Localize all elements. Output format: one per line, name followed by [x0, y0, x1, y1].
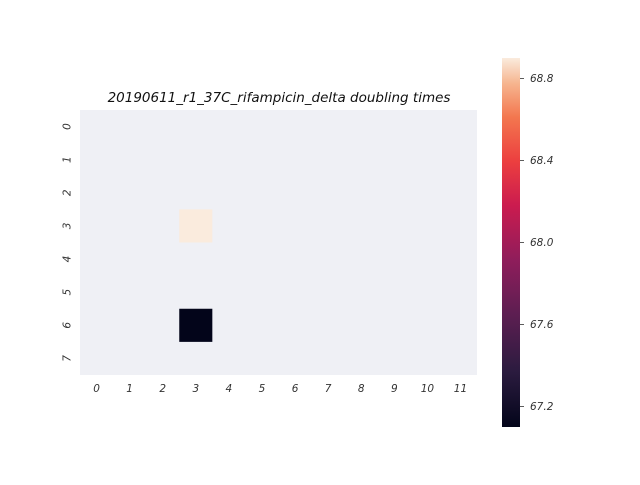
y-axis-ticks: 0 1 2 3 4 5 6 7: [62, 123, 74, 362]
heatmap-cell: [179, 308, 213, 342]
colorbar-ticks: 67.2 67.6 68.0 68.4 68.8: [520, 73, 554, 413]
x-tick-label: 10: [421, 383, 435, 395]
x-tick-label: 7: [325, 383, 332, 395]
y-tick-label: 1: [62, 156, 74, 163]
colorbar-tick-label: 67.6: [530, 319, 554, 331]
x-tick-label: 0: [93, 383, 100, 395]
x-tick-label: 8: [358, 383, 365, 395]
x-tick-label: 9: [391, 383, 398, 395]
x-tick-label: 2: [159, 383, 166, 395]
colorbar-tick-label: 68.4: [530, 155, 553, 167]
y-tick-label: 0: [62, 123, 74, 130]
x-axis-ticks: 0 1 2 3 4 5 6 7 8 9 10 11: [93, 383, 467, 395]
y-tick-label: 7: [62, 355, 74, 362]
x-tick-label: 11: [454, 383, 467, 395]
x-tick-label: 3: [192, 383, 199, 395]
y-tick-label: 6: [62, 322, 74, 329]
chart-title: 20190611_r1_37C_rifampicin_delta doublin…: [108, 90, 451, 106]
y-tick-label: 3: [62, 223, 74, 230]
y-tick-label: 2: [62, 189, 74, 196]
colorbar-tick-label: 68.0: [530, 237, 554, 249]
plot-area: [80, 110, 477, 375]
colorbar: [502, 58, 520, 427]
heatmap-cells: [179, 209, 213, 342]
colorbar-tick-label: 67.2: [530, 401, 554, 413]
x-tick-label: 5: [259, 383, 266, 395]
x-tick-label: 6: [292, 383, 299, 395]
y-tick-label: 5: [62, 289, 74, 296]
y-tick-label: 4: [62, 256, 74, 263]
x-tick-label: 4: [226, 383, 233, 395]
colorbar-tick-label: 68.8: [530, 73, 554, 85]
x-tick-label: 1: [126, 383, 133, 395]
heatmap-cell: [179, 209, 213, 243]
